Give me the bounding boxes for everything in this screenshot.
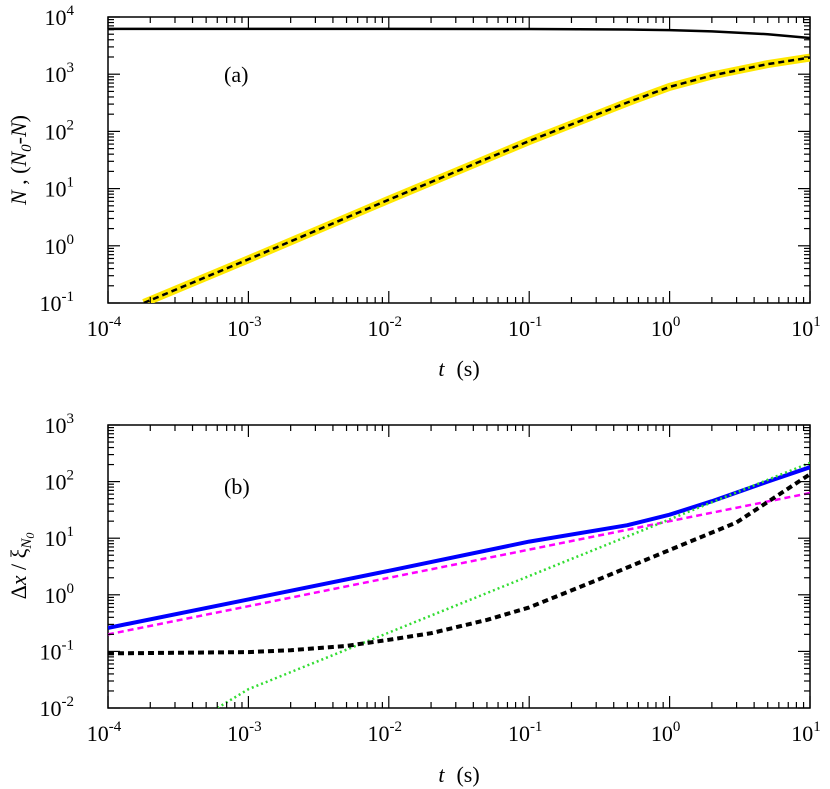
panel-b-xlabel-unit: (s) [456,762,479,787]
panel-b-x-tick-label: 10-1 [508,719,543,746]
panel-a-xlabel: t (s) [438,356,479,381]
panel-a-frame [107,16,811,304]
panel-a-x-tick-label: 101 [791,314,821,341]
panel-a-x-tick-label: 10-1 [508,314,543,341]
panel-a-tick-labels: 10-4 10-3 10-2 10-1 100 101 10-1 100 101 102 103 10… [40,3,821,341]
panel-a-x-tick-label: 100 [651,314,681,341]
panel-a-xlabel-var: t [438,356,445,381]
panel-b-y-tick-label: 100 [45,581,75,608]
panel-a-x-tick-label: 10-2 [368,314,403,341]
panel-b-ticks [107,424,811,709]
panel-b-series-2 [216,461,810,708]
panel-b-x-tick-label: 100 [651,719,681,746]
panel-a-xlabel-unit: (s) [456,356,479,381]
panel-b-x-tick-label: 101 [791,719,821,746]
panel-b: 10-4 10-3 10-2 10-1 100 101 10-2 10-1 100 101 102 1… [6,411,821,787]
panel-a-ylabel: N , (N0-N) [6,115,35,206]
panel-b-x-tick-label: 10-4 [87,719,122,746]
panel-b-x-tick-label: 10-3 [227,719,262,746]
panel-b-y-tick-label: 10-1 [40,637,75,664]
panel-b-xlabel-var: t [438,762,445,787]
panel-b-series-1 [108,491,810,636]
panel-a-y-tick-label: 101 [45,175,75,202]
panel-a-y-tick-label: 103 [45,60,75,87]
panel-b-series-layer [108,461,810,708]
panel-b-frame [107,424,811,709]
panel-a-series-1 [142,53,810,303]
panel-b-ylabel: Δx / ξN0 [6,533,37,600]
panel-a-x-tick-label: 10-3 [227,314,262,341]
panel-a-ticks [107,16,811,304]
panel-a: 10-4 10-3 10-2 10-1 100 101 10-1 100 101 102 103 10… [6,3,821,381]
panel-b-y-tick-label: 102 [45,468,75,495]
panel-b-series-0 [108,465,810,630]
panel-a-series-2 [143,56,810,303]
panel-b-label: (b) [224,474,250,499]
panel-a-y-tick-label: 102 [45,117,75,144]
panel-a-y-tick-label: 100 [45,232,75,259]
panel-a-y-tick-label: 10-1 [40,289,75,316]
panel-a-series-0 [108,27,810,40]
panel-a-label: (a) [224,62,248,87]
panel-b-series-3 [108,472,810,656]
panel-a-series-layer [108,27,810,303]
panel-b-x-tick-label: 10-2 [368,719,403,746]
panel-a-y-tick-label: 104 [45,3,75,30]
panel-b-y-tick-label: 101 [45,524,75,551]
panel-b-y-tick-label: 103 [45,411,75,438]
panel-b-y-tick-label: 10-2 [40,694,75,721]
panel-a-x-tick-label: 10-4 [87,314,122,341]
panel-b-xlabel: t (s) [438,762,479,787]
panel-b-tick-labels: 10-4 10-3 10-2 10-1 100 101 10-2 10-1 100 101 102 1… [40,411,821,746]
